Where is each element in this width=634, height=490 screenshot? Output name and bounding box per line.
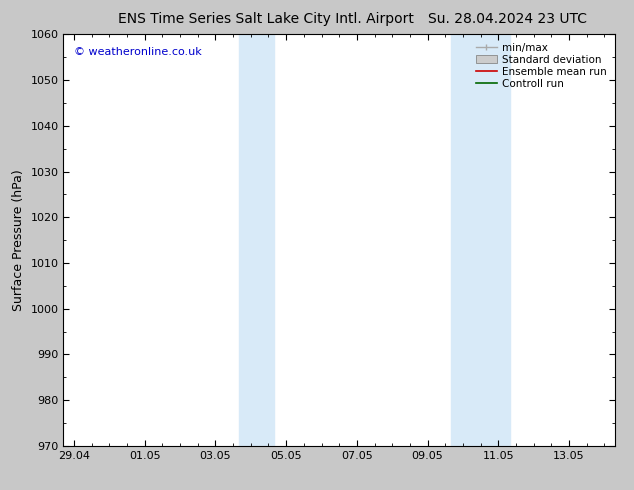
Text: Su. 28.04.2024 23 UTC: Su. 28.04.2024 23 UTC: [428, 12, 586, 26]
Bar: [239, 34, 275, 446]
Legend: min/max, Standard deviation, Ensemble mean run, Controll run: min/max, Standard deviation, Ensemble me…: [473, 40, 610, 92]
Bar: [451, 34, 510, 446]
Text: ENS Time Series Salt Lake City Intl. Airport: ENS Time Series Salt Lake City Intl. Air…: [119, 12, 414, 26]
Y-axis label: Surface Pressure (hPa): Surface Pressure (hPa): [12, 169, 25, 311]
Text: © weatheronline.co.uk: © weatheronline.co.uk: [74, 47, 202, 57]
